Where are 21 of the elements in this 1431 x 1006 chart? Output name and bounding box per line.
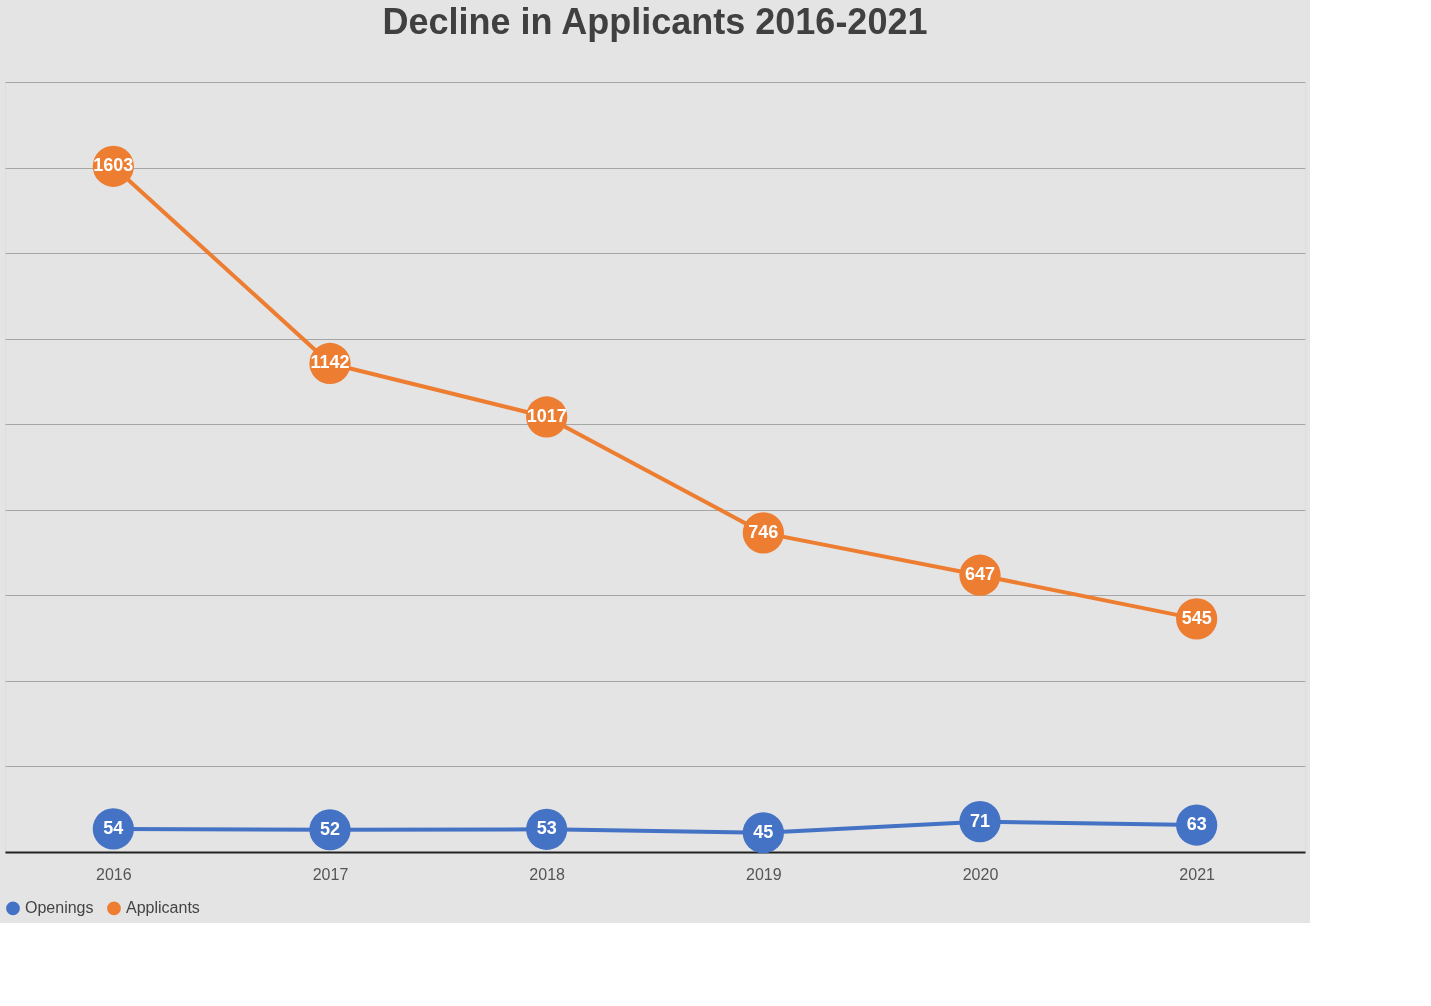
data-label: 52 <box>319 818 341 839</box>
x-tick-label: 2017 <box>312 865 349 883</box>
data-label: 53 <box>536 818 557 839</box>
legend-label: Openings <box>25 899 94 917</box>
data-label: 71 <box>969 810 991 831</box>
data-label: 1017 <box>526 405 567 426</box>
data-label: 647 <box>964 564 996 585</box>
data-label: 1603 <box>93 155 134 176</box>
x-tick-label: 2020 <box>962 865 999 883</box>
data-label: 45 <box>753 821 774 842</box>
legend-label: Applicants <box>126 899 200 917</box>
x-tick-label: 2016 <box>96 865 132 883</box>
data-label: 545 <box>1181 607 1212 628</box>
data-label: 54 <box>103 817 124 838</box>
x-tick-label: 2018 <box>529 865 566 883</box>
chart-title: Decline in Applicants 2016-2021 <box>382 1 928 42</box>
x-tick-label: 2021 <box>1179 865 1216 883</box>
data-label: 63 <box>1186 814 1207 835</box>
data-label: 746 <box>748 521 779 542</box>
data-label: 1142 <box>310 352 350 373</box>
x-tick-label: 2019 <box>746 865 782 883</box>
